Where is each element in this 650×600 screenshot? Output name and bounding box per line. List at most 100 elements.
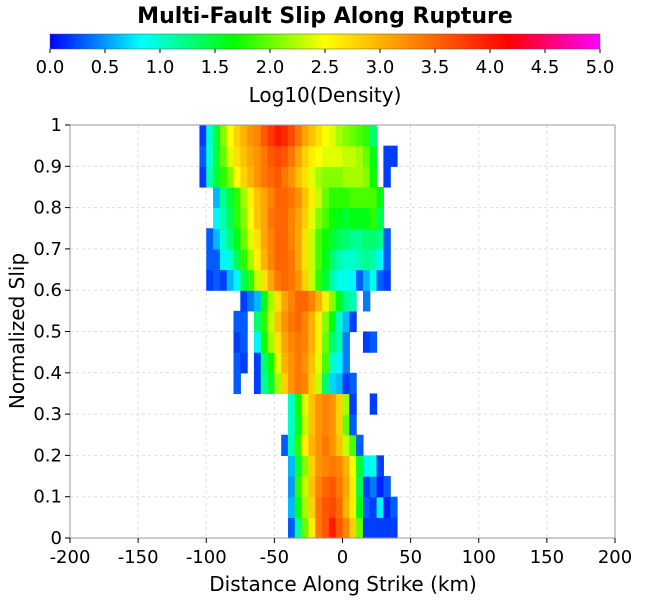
heatmap-cell	[260, 290, 269, 312]
heatmap-cell	[274, 207, 282, 229]
heatmap-cell	[342, 414, 350, 436]
colorbar-tick-label: 1.0	[146, 57, 175, 78]
y-tick-label: 1	[51, 115, 62, 136]
heatmap-cell	[226, 248, 235, 271]
heatmap-cell	[328, 145, 337, 167]
heatmap-cell	[335, 496, 344, 518]
colorbar-tick-label: 3.0	[366, 57, 395, 78]
heatmap-cell	[260, 207, 269, 229]
heatmap-cell	[260, 166, 269, 188]
colorbar-tick-label: 1.5	[201, 57, 230, 78]
heatmap-cell	[260, 372, 269, 395]
heatmap-cell	[322, 310, 330, 333]
heatmap-cell	[308, 166, 316, 188]
heatmap-cell	[288, 372, 296, 395]
x-tick-label: 150	[530, 547, 564, 568]
heatmap-cell	[233, 248, 241, 271]
heatmap-cell	[328, 331, 337, 353]
heatmap-cell	[342, 352, 350, 374]
heatmap-cell	[294, 290, 303, 312]
heatmap-cell	[253, 310, 262, 333]
heatmap-cell	[308, 476, 316, 498]
heatmap-cell	[274, 125, 282, 147]
heatmap-cell	[383, 269, 391, 291]
heatmap-cell	[362, 496, 371, 518]
heatmap-cell	[226, 145, 235, 167]
heatmap-cell	[219, 207, 228, 229]
heatmap-cell	[274, 331, 282, 353]
heatmap-cell	[328, 517, 337, 539]
y-tick-label: 0.8	[33, 198, 62, 219]
heatmap-cell	[294, 269, 303, 291]
heatmap-cell	[219, 228, 228, 250]
heatmap-cell	[308, 145, 316, 167]
heatmap-cell	[362, 331, 371, 353]
heatmap-cell	[356, 145, 364, 167]
heatmap-cell	[342, 269, 350, 291]
heatmap-cell	[349, 372, 357, 395]
heatmap-cell	[247, 125, 255, 147]
heatmap-cell	[240, 145, 248, 167]
heatmap-cell	[240, 269, 248, 291]
heatmap-cell	[240, 125, 248, 147]
heatmap-cell	[328, 290, 337, 312]
heatmap-cell	[267, 352, 275, 374]
heatmap-cell	[369, 393, 378, 415]
heatmap-cell	[301, 434, 310, 456]
colorbar	[49, 33, 601, 50]
heatmap-cell	[288, 517, 296, 539]
heatmap-cell	[362, 125, 371, 147]
heatmap-cell	[308, 228, 316, 250]
heatmap-cell	[288, 496, 296, 518]
heatmap-cell	[335, 228, 344, 250]
heatmap-cell	[281, 186, 289, 209]
heatmap-cell	[213, 228, 221, 250]
heatmap-cell	[369, 166, 378, 188]
heatmap-cell	[294, 414, 303, 436]
heatmap-cell	[206, 166, 214, 188]
heatmap-cell	[369, 248, 378, 271]
heatmap-cell	[376, 517, 384, 539]
heatmap-cell	[288, 186, 296, 209]
heatmap-cell	[267, 248, 275, 271]
heatmap-cell	[281, 269, 289, 291]
heatmap-cell	[342, 186, 350, 209]
heatmap-cell	[362, 186, 371, 209]
heatmap-cell	[301, 393, 310, 415]
heatmap-cell	[294, 372, 303, 395]
heatmap-cell	[342, 496, 350, 518]
heatmap-cell	[362, 290, 371, 312]
heatmap-cell	[253, 125, 262, 147]
heatmap-cell	[328, 414, 337, 436]
heatmap-cell	[301, 517, 310, 539]
x-tick-label: -200	[50, 547, 91, 568]
y-tick-label: 0.5	[33, 322, 62, 343]
heatmap-cell	[315, 434, 323, 456]
heatmap-cell	[383, 496, 391, 518]
heatmap-cell	[349, 476, 357, 498]
heatmap-cell	[288, 414, 296, 436]
heatmap-cell	[281, 248, 289, 271]
heatmap-cell	[301, 145, 310, 167]
heatmap-cell	[301, 125, 310, 147]
heatmap-cell	[335, 290, 344, 312]
heatmap-cell	[288, 145, 296, 167]
colorbar-tick-label: 5.0	[586, 57, 615, 78]
heatmap-cell	[301, 372, 310, 395]
heatmap-cell	[342, 125, 350, 147]
x-tick-label: -50	[260, 547, 289, 568]
heatmap-cell	[308, 269, 316, 291]
heatmap-cell	[206, 248, 214, 271]
heatmap-cell	[322, 248, 330, 271]
heatmap-cell	[328, 496, 337, 518]
heatmap-cell	[315, 352, 323, 374]
heatmap-cell	[369, 331, 378, 353]
heatmap-cell	[328, 476, 337, 498]
heatmap-cell	[322, 352, 330, 374]
heatmap-cell	[288, 310, 296, 333]
y-tick-label: 0.6	[33, 280, 62, 301]
heatmap-cell	[322, 166, 330, 188]
heatmap-cell	[253, 290, 262, 312]
heatmap-cell	[253, 228, 262, 250]
heatmap-cell	[267, 125, 275, 147]
